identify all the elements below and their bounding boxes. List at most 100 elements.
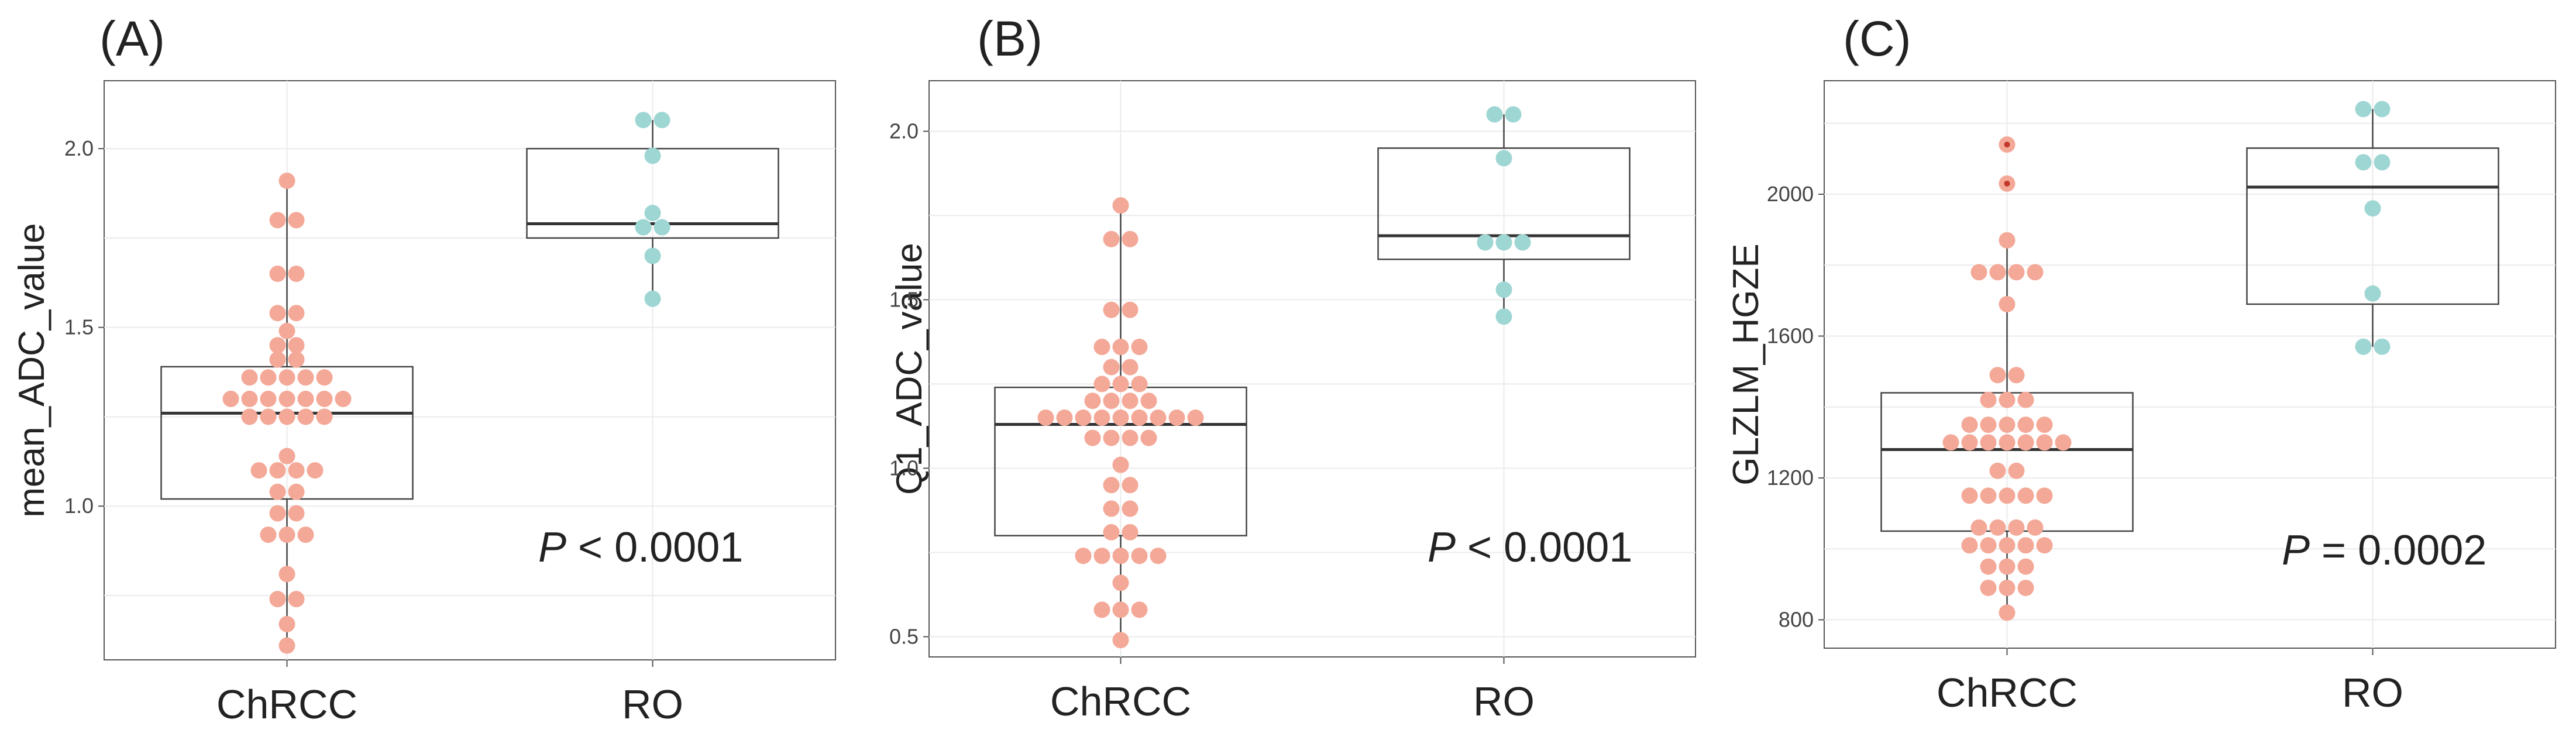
data-point bbox=[2355, 154, 2372, 171]
data-point bbox=[288, 305, 305, 322]
data-point bbox=[1112, 376, 1129, 393]
data-point bbox=[288, 483, 305, 500]
data-point bbox=[297, 390, 314, 407]
data-point bbox=[1103, 429, 1120, 446]
p-value-text: < 0.0001 bbox=[566, 524, 743, 571]
data-point bbox=[1150, 409, 1167, 426]
tick-layer: 800 1200 1600 2000 bbox=[1767, 182, 2374, 655]
box-iqr bbox=[2246, 147, 2499, 305]
data-point bbox=[1168, 409, 1185, 426]
category-label: ChRCC bbox=[1937, 670, 2078, 715]
data-point bbox=[1961, 487, 1978, 504]
data-point bbox=[2017, 391, 2034, 408]
data-point bbox=[1980, 558, 1997, 575]
data-point bbox=[635, 112, 652, 129]
data-point bbox=[269, 591, 286, 608]
category-label: ChRCC bbox=[1050, 679, 1191, 724]
data-point bbox=[2017, 434, 2034, 451]
data-point bbox=[1075, 548, 1092, 565]
data-point bbox=[2008, 264, 2025, 281]
data-point bbox=[260, 390, 277, 407]
panel-b: (B) Q1_ADC_value 0.5 1.0 1.5 2.0 ChRCC RO P … bbox=[889, 11, 1696, 724]
data-point bbox=[1999, 417, 2016, 433]
data-point bbox=[1187, 409, 1204, 426]
data-point bbox=[278, 526, 295, 543]
data-point bbox=[269, 337, 286, 354]
data-point bbox=[269, 266, 286, 282]
data-point bbox=[1980, 417, 1997, 433]
panel-a: (A) mean_ADC_value 1.0 1.5 2.0 ChRCC RO P <… bbox=[12, 11, 836, 727]
data-point bbox=[288, 351, 305, 368]
data-point bbox=[269, 351, 286, 368]
data-point bbox=[1112, 632, 1129, 649]
p-value-annotation: P < 0.0001 bbox=[1428, 524, 1632, 571]
data-point bbox=[654, 219, 670, 236]
y-tick-label: 0.5 bbox=[889, 624, 919, 648]
y-tick-label: 1.5 bbox=[64, 315, 94, 339]
data-point bbox=[1495, 281, 1512, 298]
data-point bbox=[644, 205, 661, 222]
data-point bbox=[1056, 409, 1073, 426]
data-point bbox=[2027, 519, 2044, 536]
data-point bbox=[241, 369, 258, 386]
data-point bbox=[2017, 558, 2034, 575]
data-point bbox=[2374, 101, 2391, 118]
data-point bbox=[644, 247, 661, 264]
data-point bbox=[1505, 106, 1522, 123]
data-point bbox=[2374, 338, 2391, 355]
data-point bbox=[288, 591, 305, 608]
data-point bbox=[269, 305, 286, 322]
p-value-text: < 0.0001 bbox=[1456, 524, 1632, 571]
y-tick-label: 800 bbox=[1779, 608, 1814, 632]
y-tick-label: 2.0 bbox=[889, 119, 919, 143]
p-symbol: P bbox=[538, 524, 566, 571]
grid-lines bbox=[929, 81, 1695, 657]
data-point bbox=[1103, 500, 1120, 517]
data-point bbox=[1989, 264, 2006, 281]
y-tick-label: 1.0 bbox=[889, 456, 919, 480]
data-point bbox=[1122, 429, 1139, 446]
data-point bbox=[1084, 393, 1101, 409]
data-point bbox=[2055, 434, 2072, 451]
data-point bbox=[1980, 391, 1997, 408]
data-point bbox=[1999, 604, 2016, 621]
data-point bbox=[1103, 393, 1120, 409]
data-point bbox=[635, 219, 652, 236]
data-point bbox=[2017, 487, 2034, 504]
data-point bbox=[278, 448, 295, 464]
data-point bbox=[288, 462, 305, 479]
data-point bbox=[1112, 409, 1129, 426]
dot-layer bbox=[1037, 106, 1531, 649]
data-point bbox=[278, 390, 295, 407]
data-point bbox=[1131, 339, 1148, 356]
data-point bbox=[1112, 548, 1129, 565]
data-point bbox=[1970, 264, 1987, 281]
data-point bbox=[2036, 487, 2053, 504]
data-point bbox=[1093, 339, 1110, 356]
data-point bbox=[1112, 574, 1129, 591]
data-point bbox=[297, 526, 314, 543]
plot-area bbox=[928, 80, 1696, 658]
data-point bbox=[1980, 434, 1997, 451]
data-point bbox=[1084, 429, 1101, 446]
category-labels: ChRCC RO bbox=[216, 682, 683, 727]
data-point bbox=[2017, 537, 2034, 554]
data-point bbox=[1122, 477, 1139, 494]
data-point bbox=[644, 147, 661, 164]
data-point bbox=[1999, 434, 2016, 451]
data-point bbox=[316, 390, 333, 407]
dot-layer bbox=[222, 112, 670, 654]
data-point bbox=[1093, 409, 1110, 426]
data-point bbox=[1122, 500, 1139, 517]
tick-layer: 1.0 1.5 2.0 bbox=[64, 136, 654, 667]
data-point bbox=[1131, 548, 1148, 565]
data-point bbox=[2355, 338, 2372, 355]
data-point bbox=[1477, 234, 1494, 251]
data-point bbox=[1122, 301, 1139, 318]
data-point bbox=[1486, 106, 1503, 123]
data-point bbox=[1495, 150, 1512, 167]
data-point bbox=[1112, 601, 1129, 618]
y-tick-label: 2.0 bbox=[64, 136, 94, 160]
data-point bbox=[1037, 409, 1054, 426]
data-point bbox=[1989, 519, 2006, 536]
